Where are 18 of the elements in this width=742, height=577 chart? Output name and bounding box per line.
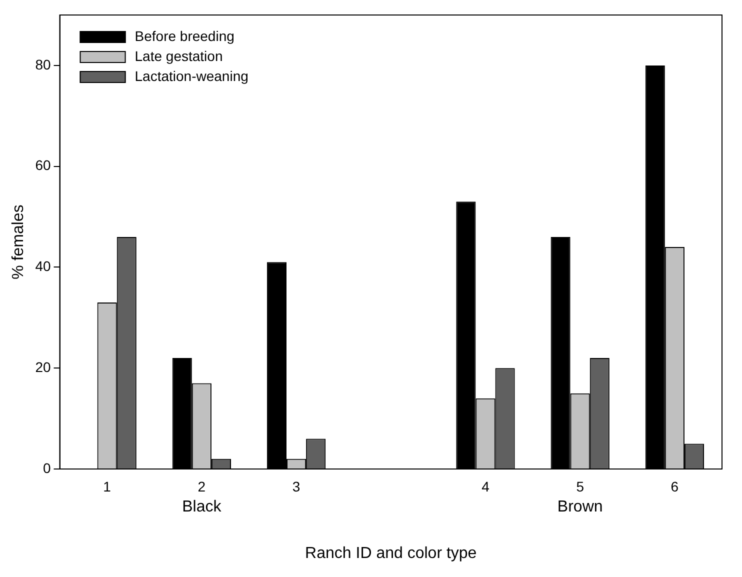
legend-label: Late gestation bbox=[134, 48, 223, 64]
legend-label: Before breeding bbox=[134, 28, 234, 44]
y-tick-label: 80 bbox=[35, 56, 51, 72]
x-tick-label: 5 bbox=[576, 478, 584, 494]
x-tick-label: 3 bbox=[292, 478, 300, 494]
legend-label: Lactation-weaning bbox=[134, 68, 248, 84]
y-tick-label: 20 bbox=[35, 358, 51, 375]
text: Brown bbox=[557, 498, 603, 516]
y-tick-label: 60 bbox=[35, 157, 51, 174]
x-tick-label: 2 bbox=[198, 478, 206, 494]
x-tick-label: 1 bbox=[103, 478, 112, 494]
text: Black bbox=[182, 498, 222, 516]
y-tick-label: 0 bbox=[42, 460, 51, 476]
y-tick-label: 40 bbox=[35, 258, 51, 274]
x-tick-label: 6 bbox=[670, 478, 679, 494]
x-axis-title: Ranch ID and color type bbox=[305, 544, 477, 562]
x-tick-label: 4 bbox=[482, 478, 490, 494]
y-axis-title: % females bbox=[10, 204, 28, 280]
